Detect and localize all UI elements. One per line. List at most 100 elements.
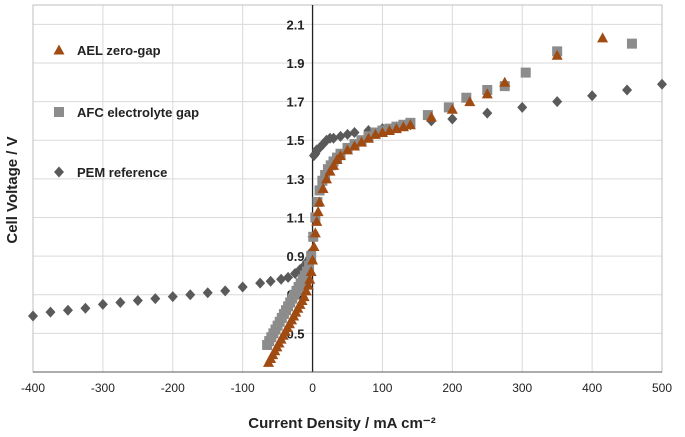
data-point-ael-zero-gap — [324, 165, 336, 176]
data-point-ael-zero-gap — [309, 227, 321, 238]
x-axis-title: Current Density / mA cm⁻² — [248, 415, 435, 432]
data-point-pem-reference — [237, 281, 248, 293]
data-point-pem-reference — [150, 293, 161, 305]
y-tick-label: 1.9 — [286, 56, 304, 71]
data-point-pem-reference — [202, 287, 213, 299]
data-point-pem-reference — [552, 96, 563, 108]
data-point-ael-zero-gap — [317, 183, 329, 193]
x-tick-label: 100 — [372, 381, 392, 395]
data-point-ael-zero-gap — [304, 273, 316, 284]
data-point-afc-electrolyte-gap — [443, 102, 454, 113]
data-point-pem-reference — [622, 84, 633, 96]
data-point-pem-reference — [447, 113, 458, 125]
legend-marker-afc-electrolyte-gap — [54, 107, 64, 117]
data-point-ael-zero-gap — [551, 49, 563, 60]
data-point-ael-zero-gap — [298, 291, 310, 302]
data-point-pem-reference — [328, 132, 339, 144]
x-tick-label: 400 — [582, 381, 602, 395]
data-point-ael-zero-gap — [481, 88, 493, 99]
data-point-ael-zero-gap — [335, 150, 347, 161]
data-point-pem-reference — [255, 277, 266, 289]
data-point-pem-reference — [335, 130, 346, 142]
legend-label: PEM reference — [77, 165, 167, 180]
data-point-pem-reference — [283, 271, 294, 283]
data-point-pem-reference — [132, 295, 143, 307]
data-point-ael-zero-gap — [425, 111, 437, 122]
axes-layer — [32, 4, 663, 373]
data-point-pem-reference — [517, 101, 528, 113]
x-tick-label: -400 — [21, 381, 45, 395]
x-tick-label: -200 — [161, 381, 185, 395]
data-point-ael-zero-gap — [300, 285, 312, 296]
legend-entry-afc-electrolyte-gap: AFC electrolyte gap — [54, 105, 199, 120]
data-point-afc-electrolyte-gap — [317, 175, 328, 186]
y-tick-label: 0.9 — [286, 249, 304, 264]
data-point-ael-zero-gap — [499, 76, 511, 87]
x-tick-label: 0 — [309, 381, 316, 395]
data-point-ael-zero-gap — [311, 215, 323, 226]
data-point-ael-zero-gap — [305, 266, 317, 277]
data-point-afc-electrolyte-gap — [310, 212, 321, 223]
data-point-pem-reference — [80, 302, 91, 314]
data-point-pem-reference — [587, 90, 598, 102]
legend-label: AEL zero-gap — [77, 43, 161, 58]
data-point-pem-reference — [167, 291, 178, 303]
data-point-afc-electrolyte-gap — [306, 251, 317, 262]
data-point-afc-electrolyte-gap — [520, 67, 531, 78]
data-point-pem-reference — [657, 78, 667, 90]
x-tick-label: 200 — [442, 381, 462, 395]
legend-entry-pem-reference: PEM reference — [54, 165, 167, 180]
data-point-pem-reference — [62, 304, 73, 316]
legend-marker-pem-reference — [54, 166, 64, 178]
data-point-pem-reference — [265, 275, 276, 287]
data-point-ael-zero-gap — [464, 96, 476, 107]
legend-label: AFC electrolyte gap — [77, 105, 199, 120]
y-tick-label: 2.1 — [286, 17, 304, 32]
data-point-pem-reference — [276, 273, 287, 285]
data-point-ael-zero-gap — [355, 136, 367, 147]
data-point-ael-zero-gap — [328, 159, 340, 170]
data-point-pem-reference — [185, 289, 196, 301]
y-tick-label: 1.1 — [286, 210, 304, 225]
data-point-ael-zero-gap — [348, 140, 360, 151]
y-tick-label: 1.7 — [286, 95, 304, 110]
x-tick-labels: -400 -300 -200 -100 0 100 200 300 400 500 — [21, 381, 672, 395]
x-tick-label: -100 — [231, 381, 255, 395]
data-point-afc-electrolyte-gap — [301, 266, 312, 277]
data-point-ael-zero-gap — [308, 240, 320, 251]
data-point-ael-zero-gap — [404, 119, 416, 130]
legend-entry-ael-zero-gap: AEL zero-gap — [53, 43, 161, 58]
series-ael-zero-gap — [263, 32, 609, 367]
data-point-ael-zero-gap — [362, 132, 374, 143]
data-point-ael-zero-gap — [342, 144, 353, 155]
y-tick-label: 1.5 — [286, 133, 304, 148]
data-point-pem-reference — [115, 296, 126, 308]
data-point-ael-zero-gap — [314, 196, 326, 207]
y-axis-title: Cell Voltage / V — [4, 136, 21, 243]
x-tick-label: -300 — [91, 381, 115, 395]
data-point-pem-reference — [28, 310, 38, 322]
data-point-pem-reference — [482, 107, 493, 119]
data-point-ael-zero-gap — [307, 254, 319, 265]
data-point-pem-reference — [45, 306, 56, 318]
legend-marker-ael-zero-gap — [53, 44, 65, 55]
data-point-pem-reference — [97, 298, 108, 310]
data-series — [28, 32, 667, 367]
data-point-ael-zero-gap — [597, 32, 609, 43]
x-tick-label: 500 — [652, 381, 672, 395]
data-point-pem-reference — [220, 285, 231, 297]
data-point-afc-electrolyte-gap — [304, 260, 315, 271]
data-point-pem-reference — [342, 128, 353, 140]
data-point-ael-zero-gap — [312, 206, 324, 217]
legend: AEL zero-gap AFC electrolyte gap PEM refer… — [53, 43, 199, 180]
data-point-ael-zero-gap — [321, 173, 333, 184]
x-tick-label: 300 — [512, 381, 532, 395]
data-point-afc-electrolyte-gap — [461, 92, 472, 103]
data-point-afc-electrolyte-gap — [422, 110, 433, 121]
data-point-afc-electrolyte-gap — [626, 38, 637, 49]
data-point-ael-zero-gap — [446, 103, 458, 114]
y-tick-label: 1.3 — [286, 172, 304, 187]
data-point-ael-zero-gap — [302, 279, 314, 290]
